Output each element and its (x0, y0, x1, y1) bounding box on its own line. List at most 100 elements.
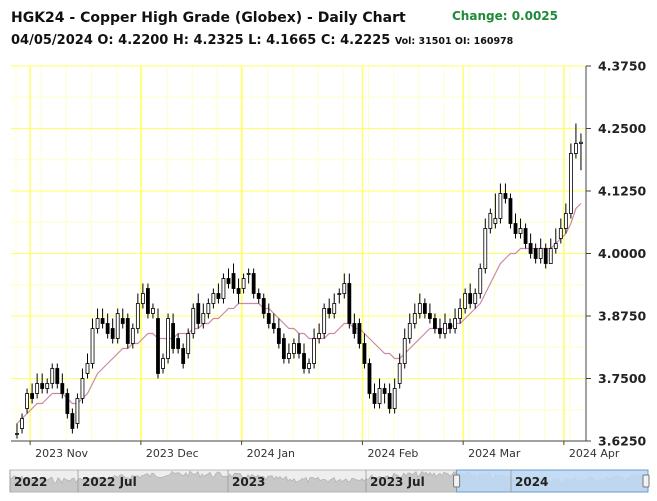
candle (478, 263, 483, 299)
candle (241, 273, 246, 294)
candle-body-down (382, 388, 387, 394)
candle (422, 298, 427, 319)
candle (90, 318, 95, 369)
candle-body-down (357, 323, 362, 344)
candle-body-down (266, 313, 271, 324)
candle (568, 143, 573, 219)
candle (473, 288, 478, 309)
candle (428, 303, 432, 324)
x-tick-label: 2024 Mar (468, 447, 521, 460)
candle-body-up (498, 193, 503, 219)
candle (538, 238, 543, 264)
candles-layer (15, 123, 583, 439)
ohlc-summary: 04/05/2024 O: 4.2200 H: 4.2325 L: 4.1665… (11, 33, 513, 48)
candle (312, 328, 316, 369)
candle (135, 293, 140, 334)
candle (392, 378, 397, 414)
candle (55, 363, 60, 389)
candle (70, 408, 75, 434)
candle-body-down (251, 273, 256, 294)
candle-body-up (574, 143, 578, 154)
candle (513, 213, 518, 239)
candle-body-up (337, 293, 342, 295)
x-tick-label: 2024 Jan (247, 447, 295, 460)
candle-body-up (135, 303, 140, 329)
y-tick-label: 4.0000 (598, 246, 647, 261)
candle-body-down (543, 248, 548, 264)
candle-body-up (322, 308, 327, 334)
candle-body-up (90, 328, 95, 364)
candle-body-down (508, 198, 513, 224)
navigator-label: 2024 (515, 475, 548, 489)
candle (201, 303, 206, 329)
candle (417, 293, 422, 319)
candle-body-up (488, 213, 493, 229)
candle-body-up (548, 248, 553, 264)
navigator-label: 2022 Jul (82, 475, 137, 489)
x-tick-label: 2024 Apr (569, 447, 620, 460)
x-tick-label: 2024 Feb (367, 447, 418, 460)
candle-body-up (130, 328, 135, 344)
candle-body-up (221, 278, 226, 299)
candle-body-up (80, 378, 85, 399)
candle (367, 358, 372, 399)
candle-body-down (70, 413, 75, 429)
candle (226, 268, 231, 289)
chart-grid (11, 65, 586, 442)
candle-body-up (115, 313, 120, 339)
candle-body-up (538, 248, 543, 259)
candle-body-up (191, 308, 196, 334)
candle-body-down (236, 288, 241, 294)
candle (75, 393, 80, 429)
candle (563, 203, 568, 234)
candle (574, 123, 578, 159)
candle-body-down (125, 318, 130, 344)
candle (281, 333, 286, 364)
candle (156, 308, 160, 379)
candle (483, 218, 488, 274)
x-tick-label: 2023 Nov (35, 447, 88, 460)
candle-body-up (140, 293, 145, 304)
candle-body-down (302, 353, 306, 369)
candle-body-up (483, 228, 488, 269)
candle-body-down (362, 343, 367, 364)
candle (130, 323, 135, 349)
candle (256, 288, 261, 304)
navigator-handle-left[interactable] (453, 474, 461, 488)
candle (292, 338, 296, 359)
candle (176, 333, 181, 354)
candle (45, 378, 50, 394)
navigator-handle-right[interactable] (642, 474, 650, 488)
candle (558, 218, 563, 244)
candle (166, 313, 170, 364)
candle (518, 218, 523, 239)
y-tick-label: 4.3750 (598, 59, 647, 74)
candle-body-down (438, 328, 442, 334)
candle (105, 313, 110, 339)
navigator-selection (456, 469, 649, 493)
candle-body-up (20, 418, 24, 429)
candle-body-up (312, 338, 316, 364)
candle-body-up (478, 268, 483, 294)
candle-body-up (45, 383, 50, 389)
candle (543, 243, 548, 269)
candle (221, 273, 226, 304)
navigator-label: 2023 Jul (370, 475, 425, 489)
candle-body-up (568, 153, 573, 214)
candle-body-down (226, 278, 231, 284)
candle-body-down (55, 368, 60, 384)
candle (80, 368, 85, 404)
range-navigator[interactable]: 2022 2022 Jul 2023 2023 Jul 2024 (9, 469, 650, 493)
candle-body-up (85, 363, 90, 374)
candle (488, 208, 493, 234)
candle-body-up (317, 333, 322, 339)
candle-body-up (377, 388, 382, 404)
candle-body-down (146, 288, 150, 314)
candle-body-up (50, 368, 55, 384)
candle (407, 313, 412, 344)
candle (347, 273, 352, 329)
candle (357, 318, 362, 349)
candle-body-down (347, 283, 352, 324)
candle-body-up (563, 213, 568, 229)
